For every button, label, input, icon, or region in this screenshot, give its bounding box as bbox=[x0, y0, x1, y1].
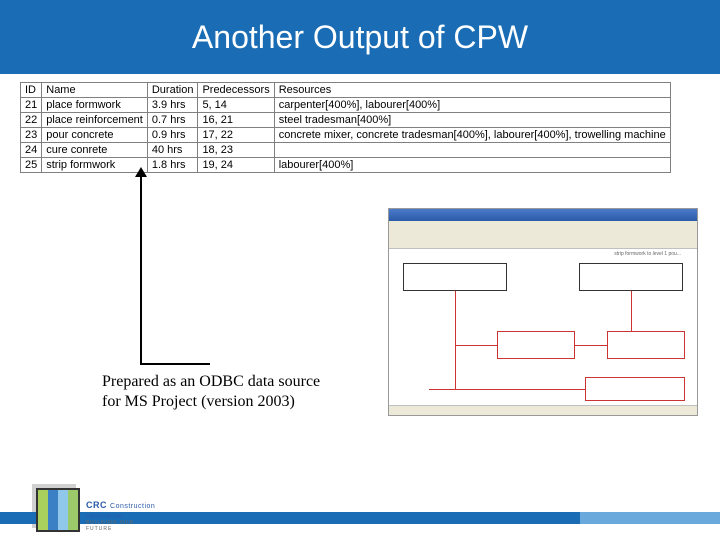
diagram-node bbox=[607, 331, 685, 359]
table-row: 23pour concrete0.9 hrs17, 22concrete mix… bbox=[21, 128, 671, 143]
network-diagram-canvas: strip formwork to level 1 pou... bbox=[389, 249, 697, 405]
table-row: 25strip formwork1.8 hrs19, 24labourer[40… bbox=[21, 158, 671, 173]
caption-line-1: Prepared as an ODBC data source bbox=[102, 372, 320, 392]
window-toolbar bbox=[389, 221, 697, 249]
diagram-edge bbox=[455, 291, 456, 389]
diagram-node bbox=[579, 263, 683, 291]
diagram-edge bbox=[631, 291, 632, 331]
column-header: Resources bbox=[274, 83, 670, 98]
slide-footer: CRC Construction Innovation BUILDING OUR… bbox=[0, 462, 720, 540]
window-statusbar bbox=[389, 405, 697, 415]
slide-title-bar: Another Output of CPW bbox=[0, 0, 720, 74]
diagram-edge bbox=[429, 389, 585, 390]
msproject-screenshot: strip formwork to level 1 pou... bbox=[388, 208, 698, 416]
diagram-node bbox=[497, 331, 575, 359]
table-row: 21place formwork3.9 hrs5, 14carpenter[40… bbox=[21, 98, 671, 113]
diagram-node bbox=[585, 377, 685, 401]
slide-title: Another Output of CPW bbox=[192, 19, 528, 56]
table-row: 22place reinforcement0.7 hrs16, 21steel … bbox=[21, 113, 671, 128]
callout-arrow bbox=[140, 175, 142, 365]
crc-logo: CRC Construction Innovation BUILDING OUR… bbox=[36, 470, 156, 532]
caption-line-2: for MS Project (version 2003) bbox=[102, 392, 320, 412]
caption-text: Prepared as an ODBC data source for MS P… bbox=[102, 372, 320, 412]
column-header: ID bbox=[21, 83, 42, 98]
diagram-edge bbox=[455, 345, 497, 346]
project-data-table: IDNameDurationPredecessorsResources 21pl… bbox=[20, 82, 671, 173]
logo-mark bbox=[36, 488, 80, 532]
logo-tagline: BUILDING OUR FUTURE bbox=[86, 520, 156, 532]
column-header: Duration bbox=[147, 83, 198, 98]
column-header: Predecessors bbox=[198, 83, 274, 98]
table-row: 24cure conrete40 hrs18, 23 bbox=[21, 143, 671, 158]
window-titlebar bbox=[389, 209, 697, 221]
diagram-node-label: strip formwork to level 1 pou... bbox=[614, 251, 681, 257]
diagram-node bbox=[403, 263, 507, 291]
logo-wordmark: CRC Construction Innovation bbox=[86, 500, 156, 520]
diagram-edge bbox=[575, 345, 607, 346]
column-header: Name bbox=[42, 83, 148, 98]
